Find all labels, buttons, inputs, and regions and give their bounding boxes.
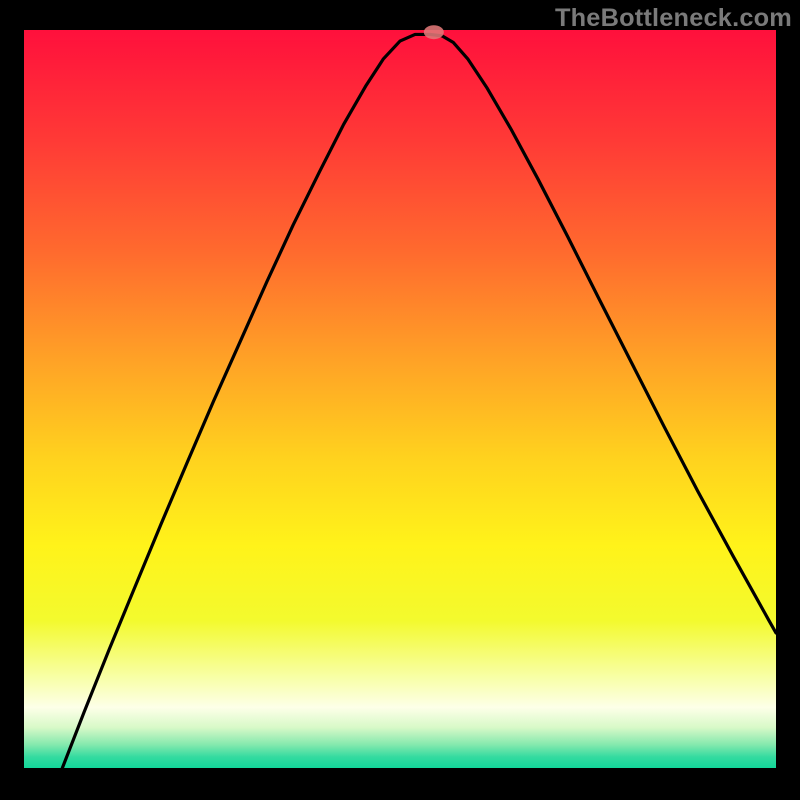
plot-gradient (24, 30, 776, 768)
bottleneck-chart (0, 0, 800, 800)
optimal-point-marker (424, 25, 444, 39)
